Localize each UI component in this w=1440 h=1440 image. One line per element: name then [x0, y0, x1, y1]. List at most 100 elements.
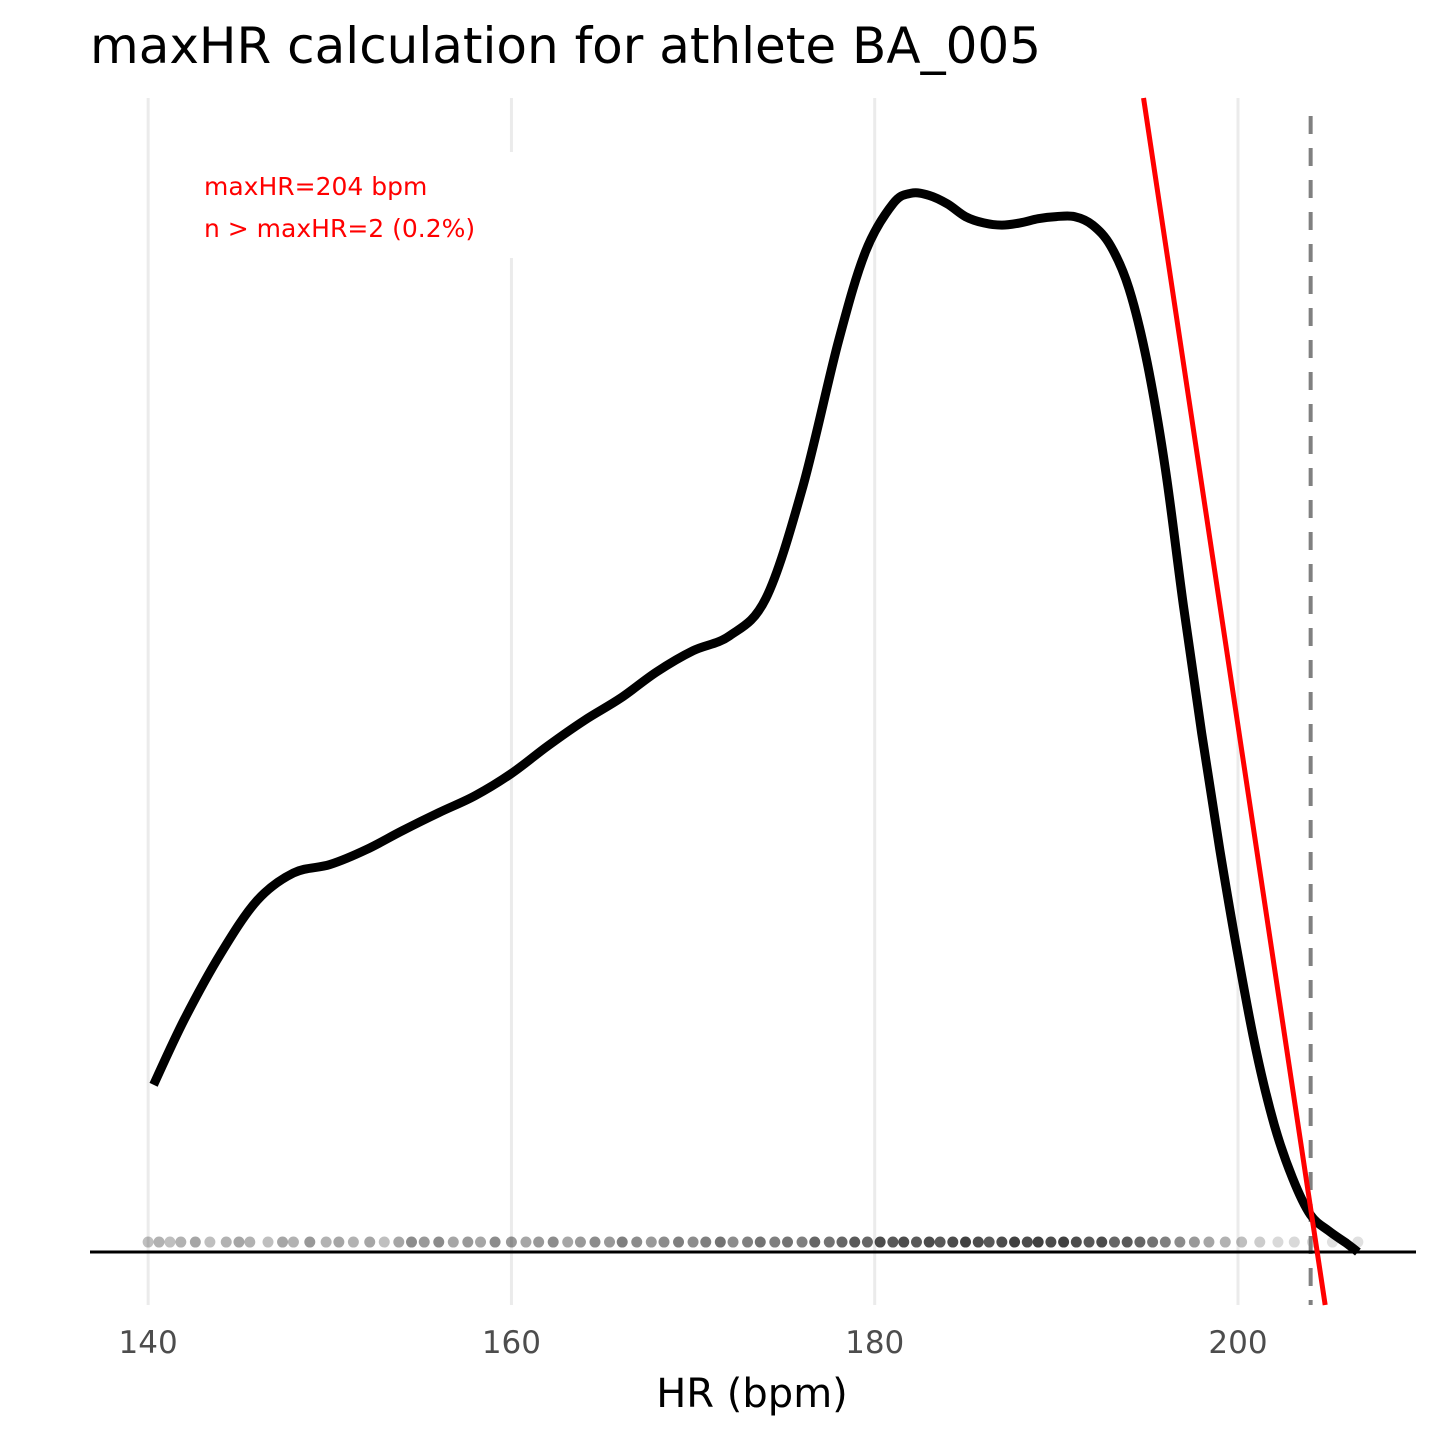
rug-mark	[1045, 1236, 1057, 1248]
rug-mark	[1009, 1236, 1021, 1248]
rug-mark	[447, 1236, 459, 1248]
x-tick-label-140: 140	[119, 1325, 178, 1361]
rug-mark	[809, 1236, 821, 1248]
rug-mark	[406, 1236, 418, 1248]
chart-title: maxHR calculation for athlete BA_005	[90, 17, 1041, 75]
rug-mark	[898, 1236, 910, 1248]
rug-marks	[142, 1236, 1364, 1248]
gridlines	[146, 98, 1240, 1305]
rug-mark	[947, 1236, 959, 1248]
rug-mark	[861, 1236, 873, 1248]
rug-mark	[658, 1236, 670, 1248]
rug-mark	[433, 1236, 445, 1248]
rug-mark	[574, 1236, 586, 1248]
rug-mark	[1272, 1236, 1284, 1248]
rug-mark	[1021, 1236, 1033, 1248]
rug-mark	[393, 1236, 405, 1248]
rug-mark	[874, 1236, 886, 1248]
rug-mark	[1058, 1236, 1070, 1248]
x-tick-label-160: 160	[482, 1325, 541, 1361]
rug-mark	[1159, 1236, 1171, 1248]
rug-mark	[836, 1236, 848, 1248]
rug-mark	[189, 1236, 201, 1248]
rug-mark	[1219, 1236, 1231, 1248]
rug-mark	[1188, 1236, 1200, 1248]
rug-mark	[1288, 1236, 1300, 1248]
rug-mark	[489, 1236, 501, 1248]
x-tick-label-180: 180	[845, 1325, 904, 1361]
rug-mark	[220, 1236, 232, 1248]
rug-mark	[972, 1236, 984, 1248]
rug-mark	[378, 1236, 390, 1248]
rug-mark	[153, 1236, 165, 1248]
rug-mark	[631, 1236, 643, 1248]
x-tick-label-200: 200	[1208, 1325, 1267, 1361]
rug-mark	[462, 1236, 474, 1248]
rug-mark	[604, 1236, 616, 1248]
rug-mark	[996, 1236, 1008, 1248]
rug-mark	[547, 1236, 559, 1248]
rug-mark	[233, 1236, 245, 1248]
rug-mark	[782, 1236, 794, 1248]
annotation-background	[195, 152, 515, 258]
rug-mark	[1147, 1236, 1159, 1248]
rug-mark	[727, 1236, 739, 1248]
rug-mark	[923, 1236, 935, 1248]
rug-mark	[589, 1236, 601, 1248]
rug-mark	[1174, 1236, 1186, 1248]
rug-mark	[849, 1236, 861, 1248]
rug-mark	[142, 1236, 154, 1248]
rug-mark	[244, 1236, 256, 1248]
rug-mark	[1096, 1236, 1108, 1248]
rug-mark	[505, 1236, 517, 1248]
rug-mark	[769, 1236, 781, 1248]
rug-mark	[204, 1236, 216, 1248]
rug-mark	[1254, 1236, 1266, 1248]
rug-mark	[714, 1236, 726, 1248]
rug-mark	[347, 1236, 359, 1248]
rug-mark	[304, 1236, 316, 1248]
rug-mark	[1108, 1236, 1120, 1248]
density-curve-group	[149, 188, 1361, 1256]
rug-mark	[960, 1236, 972, 1248]
tangent-line-group	[1141, 97, 1328, 1306]
rug-mark	[320, 1236, 332, 1248]
rug-mark	[1121, 1236, 1133, 1248]
rug-mark	[823, 1236, 835, 1248]
rug-mark	[1134, 1236, 1146, 1248]
rug-mark	[164, 1236, 176, 1248]
annotation-count: n > maxHR=2 (0.2%)	[204, 214, 475, 243]
rug-mark	[533, 1236, 545, 1248]
rug-mark	[1083, 1236, 1095, 1248]
rug-mark	[887, 1236, 899, 1248]
rug-mark	[1236, 1236, 1248, 1248]
rug-mark	[175, 1236, 187, 1248]
density-curve	[149, 188, 1361, 1256]
rug-mark	[934, 1236, 946, 1248]
rug-mark	[333, 1236, 345, 1248]
rug-mark	[700, 1236, 712, 1248]
rug-mark	[287, 1236, 299, 1248]
rug-mark	[1070, 1236, 1082, 1248]
rug-mark	[277, 1236, 289, 1248]
rug-mark	[1032, 1236, 1044, 1248]
rug-mark	[910, 1236, 922, 1248]
rug-mark	[673, 1236, 685, 1248]
rug-mark	[616, 1236, 628, 1248]
rug-mark	[418, 1236, 430, 1248]
rug-mark	[562, 1236, 574, 1248]
rug-mark	[645, 1236, 657, 1248]
tangent-line	[1141, 97, 1328, 1306]
annotation-maxhr: maxHR=204 bpm	[204, 172, 427, 201]
rug-mark	[1203, 1236, 1215, 1248]
rug-mark	[983, 1236, 995, 1248]
rug-mark	[520, 1236, 532, 1248]
rug-mark	[687, 1236, 699, 1248]
x-axis-title: HR (bpm)	[656, 1371, 848, 1417]
rug-mark	[364, 1236, 376, 1248]
rug-mark	[262, 1236, 274, 1248]
rug-mark	[742, 1236, 754, 1248]
x-tick-labels: 140 160 180 200	[119, 1325, 1268, 1361]
rug-mark	[796, 1236, 808, 1248]
